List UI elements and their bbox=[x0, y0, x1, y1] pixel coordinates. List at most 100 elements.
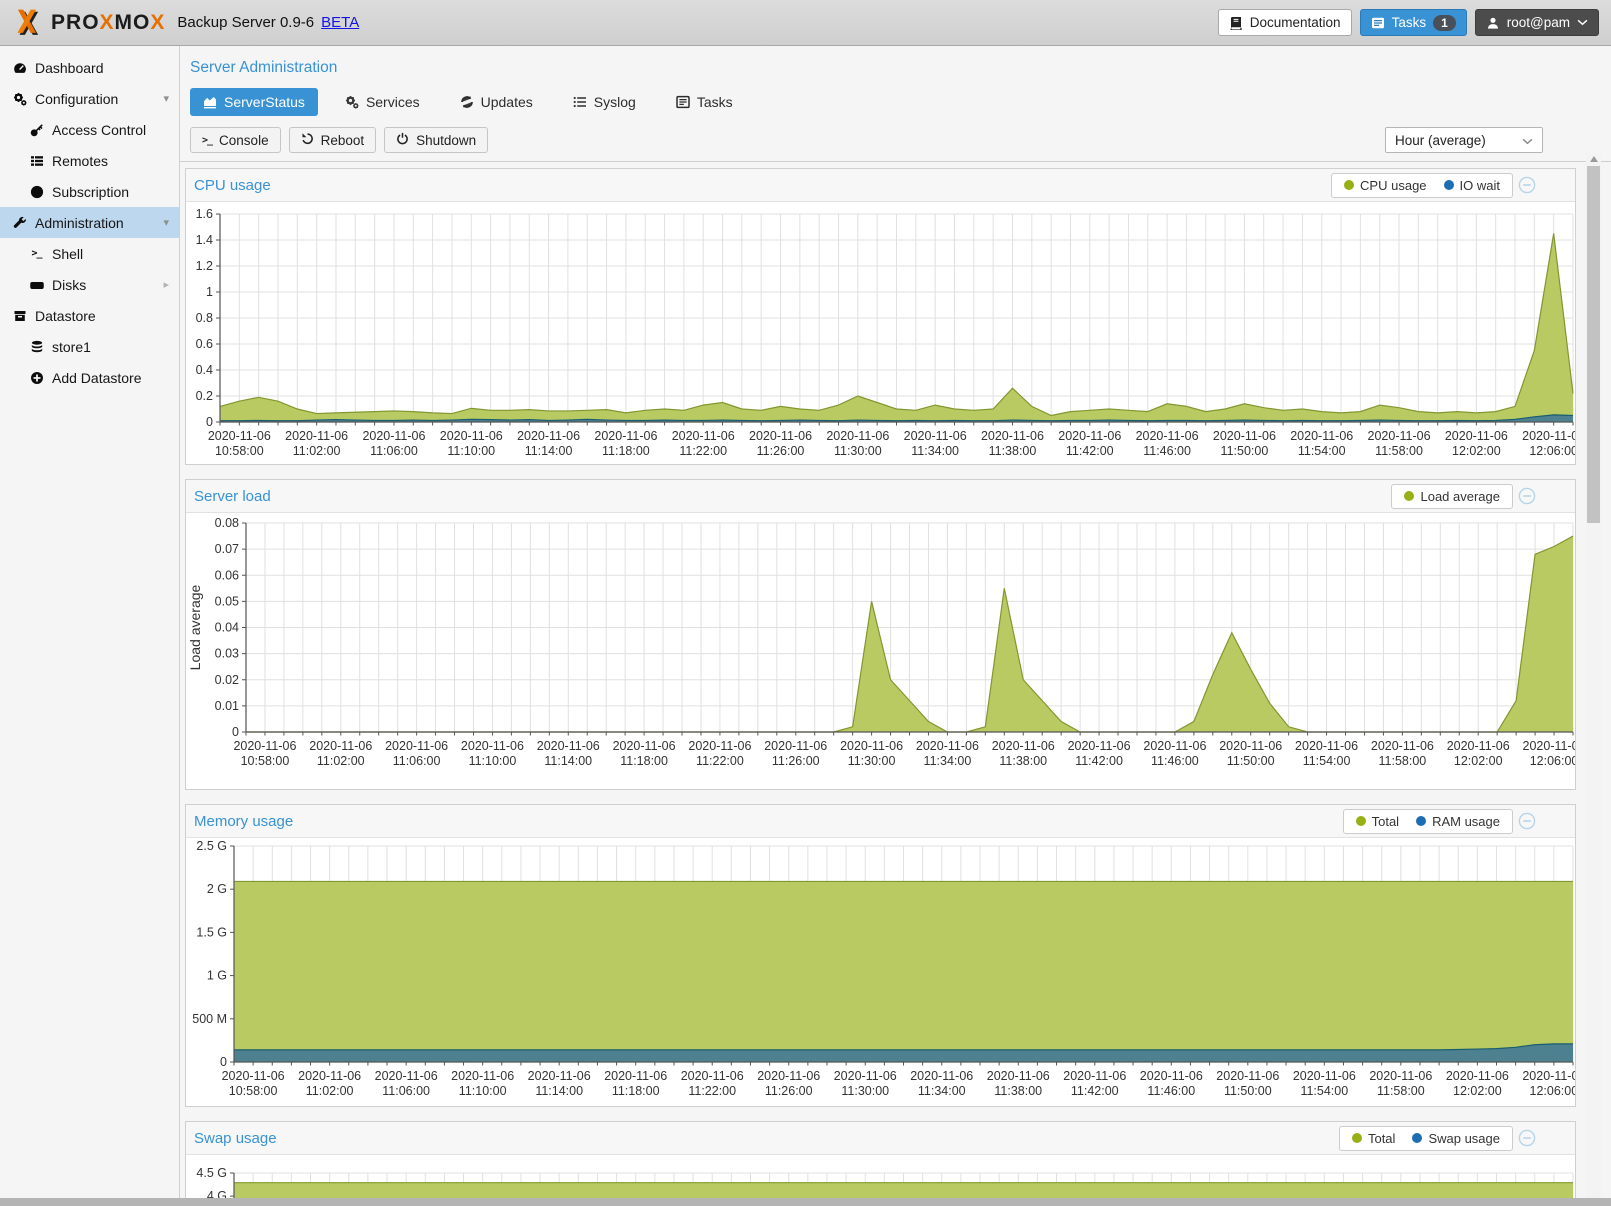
swap-usage-panel-header: Swap usage Total Swap usage bbox=[186, 1122, 1575, 1155]
svg-text:2020-11-06: 2020-11-06 bbox=[1368, 429, 1431, 443]
svg-text:11:14:00: 11:14:00 bbox=[535, 1084, 583, 1098]
sidebar-item-subscription[interactable]: Subscription bbox=[0, 176, 179, 207]
collapse-panel-icon[interactable] bbox=[1518, 1129, 1536, 1147]
chevron-down-icon[interactable]: ▾ bbox=[163, 217, 169, 229]
svg-text:Load average: Load average bbox=[187, 584, 203, 670]
svg-text:11:26:00: 11:26:00 bbox=[765, 1084, 813, 1098]
svg-text:2020-11-06: 2020-11-06 bbox=[385, 739, 448, 753]
svg-text:2020-11-06: 2020-11-06 bbox=[672, 429, 735, 443]
chevron-down-icon[interactable]: ▾ bbox=[163, 93, 169, 105]
svg-text:2 G: 2 G bbox=[207, 882, 227, 896]
scrollbar-thumb[interactable] bbox=[1587, 166, 1600, 523]
svg-text:2020-11-06: 2020-11-06 bbox=[604, 1069, 667, 1083]
sidebar-item-label: Shell bbox=[52, 245, 84, 262]
legend-item-load-average[interactable]: Load average bbox=[1404, 489, 1500, 504]
svg-text:11:38:00: 11:38:00 bbox=[994, 1084, 1042, 1098]
legend-label: Total bbox=[1371, 813, 1400, 829]
console-button[interactable]: >_ Console bbox=[190, 127, 281, 153]
tasks-button[interactable]: Tasks 1 bbox=[1359, 9, 1467, 36]
chevron-right-icon[interactable]: ▸ bbox=[163, 279, 169, 291]
tab-tasks[interactable]: Tasks bbox=[663, 88, 746, 116]
sidebar-item-label: Add Datastore bbox=[52, 369, 142, 386]
legend-dot-icon bbox=[1344, 180, 1355, 190]
collapse-panel-icon[interactable] bbox=[1518, 176, 1536, 194]
timeframe-select-value: Hour (average) bbox=[1395, 132, 1486, 148]
sidebar-item-label: Configuration bbox=[35, 90, 119, 107]
power-icon bbox=[396, 132, 409, 148]
svg-text:0: 0 bbox=[220, 1055, 227, 1069]
legend-label: RAM usage bbox=[1432, 813, 1500, 829]
svg-text:11:06:00: 11:06:00 bbox=[382, 1084, 430, 1098]
svg-text:0.01: 0.01 bbox=[215, 699, 239, 713]
svg-text:2020-11-06: 2020-11-06 bbox=[1290, 429, 1353, 443]
svg-text:11:50:00: 11:50:00 bbox=[1227, 754, 1275, 768]
timeframe-select[interactable]: Hour (average) bbox=[1385, 127, 1543, 153]
user-menu-button[interactable]: root@pam bbox=[1474, 9, 1599, 36]
svg-text:11:14:00: 11:14:00 bbox=[525, 444, 573, 458]
sidebar-item-disks[interactable]: Disks ▸ bbox=[0, 269, 179, 300]
svg-text:2020-11-06: 2020-11-06 bbox=[840, 739, 903, 753]
sidebar-item-label: Administration bbox=[35, 214, 124, 231]
tachometer-icon bbox=[11, 61, 28, 75]
sidebar-item-access-control[interactable]: Access Control bbox=[0, 114, 179, 145]
svg-text:0: 0 bbox=[232, 725, 239, 739]
collapse-panel-icon[interactable] bbox=[1518, 812, 1536, 830]
svg-text:2020-11-06: 2020-11-06 bbox=[1143, 739, 1206, 753]
svg-text:11:10:00: 11:10:00 bbox=[447, 444, 495, 458]
shutdown-button[interactable]: Shutdown bbox=[384, 127, 489, 153]
svg-text:2020-11-06: 2020-11-06 bbox=[1523, 739, 1575, 753]
collapse-panel-icon[interactable] bbox=[1518, 487, 1536, 505]
beta-link[interactable]: BETA bbox=[321, 14, 360, 31]
legend-item-total[interactable]: Total bbox=[1355, 813, 1400, 829]
sidebar-item-remotes[interactable]: Remotes bbox=[0, 145, 179, 176]
tab-label: Updates bbox=[480, 94, 533, 110]
tab-updates[interactable]: Updates bbox=[447, 88, 546, 116]
legend-label: Swap usage bbox=[1428, 1130, 1500, 1146]
svg-text:11:34:00: 11:34:00 bbox=[924, 754, 972, 768]
sidebar-item-label: Datastore bbox=[35, 307, 96, 324]
svg-text:11:10:00: 11:10:00 bbox=[459, 1084, 507, 1098]
sidebar-item-store1[interactable]: store1 bbox=[0, 331, 179, 362]
svg-text:11:38:00: 11:38:00 bbox=[989, 444, 1037, 458]
svg-text:2020-11-06: 2020-11-06 bbox=[1447, 739, 1510, 753]
svg-text:2020-11-06: 2020-11-06 bbox=[1140, 1069, 1203, 1083]
documentation-button[interactable]: Documentation bbox=[1217, 9, 1352, 36]
legend-item-cpu-usage[interactable]: CPU usage bbox=[1344, 178, 1427, 193]
server-load-panel-header: Server load Load average bbox=[186, 480, 1575, 513]
svg-text:2020-11-06: 2020-11-06 bbox=[528, 1069, 591, 1083]
legend-item-total[interactable]: Total bbox=[1351, 1131, 1395, 1146]
tab-serverstatus[interactable]: ServerStatus bbox=[190, 88, 318, 116]
memory-usage-panel: Memory usage Total RAM usage 0 500 M 1 G 1.5 G… bbox=[185, 804, 1576, 1107]
vertical-scrollbar[interactable] bbox=[1586, 153, 1601, 1198]
reboot-button-label: Reboot bbox=[320, 132, 365, 148]
legend-item-ram-usage[interactable]: RAM usage bbox=[1416, 814, 1500, 829]
legend-item-io-wait[interactable]: IO wait bbox=[1443, 178, 1500, 193]
sidebar-item-datastore[interactable]: Datastore bbox=[0, 300, 179, 331]
sidebar-item-add-datastore[interactable]: Add Datastore bbox=[0, 362, 179, 393]
server-load-legend: Load average bbox=[1391, 483, 1513, 509]
tab-syslog[interactable]: Syslog bbox=[560, 88, 649, 116]
svg-text:11:02:00: 11:02:00 bbox=[293, 444, 341, 458]
svg-text:2020-11-06: 2020-11-06 bbox=[1522, 429, 1575, 443]
reboot-button[interactable]: Reboot bbox=[288, 127, 377, 153]
sidebar-item-administration[interactable]: Administration ▾ bbox=[0, 207, 179, 238]
tab-services[interactable]: Services bbox=[332, 88, 433, 116]
sidebar-item-shell[interactable]: >_ Shell bbox=[0, 238, 179, 269]
svg-text:2020-11-06: 2020-11-06 bbox=[1219, 739, 1282, 753]
svg-text:10:58:00: 10:58:00 bbox=[229, 1084, 278, 1098]
scrollbar-up-icon[interactable] bbox=[1589, 156, 1598, 162]
tab-label: Tasks bbox=[696, 94, 733, 110]
sidebar-item-configuration[interactable]: Configuration ▾ bbox=[0, 83, 179, 114]
svg-text:1.4: 1.4 bbox=[196, 233, 213, 247]
svg-text:0.04: 0.04 bbox=[215, 621, 239, 635]
svg-text:11:54:00: 11:54:00 bbox=[1303, 754, 1351, 768]
undo-icon bbox=[301, 132, 314, 148]
svg-text:11:54:00: 11:54:00 bbox=[1300, 1084, 1348, 1098]
svg-text:2020-11-06: 2020-11-06 bbox=[1369, 1069, 1432, 1083]
svg-text:0.4: 0.4 bbox=[196, 363, 213, 377]
tasks-count-badge: 1 bbox=[1433, 14, 1456, 31]
legend-dot-icon bbox=[1443, 180, 1454, 190]
sidebar-item-dashboard[interactable]: Dashboard bbox=[0, 52, 179, 83]
legend-item-swap-usage[interactable]: Swap usage bbox=[1412, 1131, 1500, 1146]
